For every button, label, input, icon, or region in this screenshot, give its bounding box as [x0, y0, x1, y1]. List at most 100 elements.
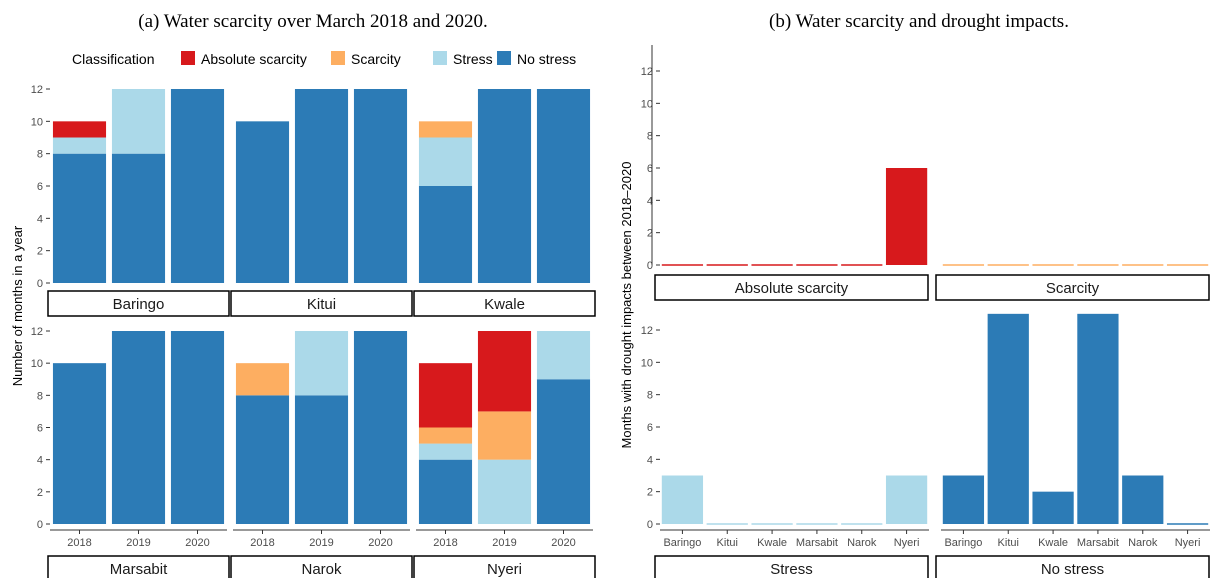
- x-tick-label: 2019: [309, 537, 333, 549]
- bar-kwale-2018-no-stress: [418, 186, 473, 283]
- bar-narok-2018-scarcity: [235, 363, 290, 396]
- chart-a: Number of months in a year 0 2 4 6 8 10 12 Barin…: [10, 84, 596, 578]
- bar-absolute-scarcity-nyeri: [885, 168, 928, 265]
- facet-strip: [935, 274, 1210, 301]
- facet-label: No stress: [1041, 561, 1104, 578]
- facet-label: Absolute scarcity: [735, 280, 849, 297]
- y-tick-label: 10: [31, 116, 43, 128]
- x-tick-label: 2018: [433, 537, 457, 549]
- facet-label: Narok: [301, 561, 342, 578]
- facet-strip: [935, 555, 1210, 578]
- y-tick-label: 12: [641, 325, 653, 337]
- y-tick-label: 2: [37, 487, 43, 499]
- bar-stress-nyeri: [885, 475, 928, 524]
- y-tick-label: 12: [31, 326, 43, 338]
- y-tick-label: 6: [647, 422, 653, 434]
- bar-narok-2020-no-stress: [353, 331, 408, 524]
- x-tick-label: 2018: [250, 537, 274, 549]
- bar-no-stress-narok: [1122, 475, 1164, 524]
- facet-strip: [413, 555, 596, 578]
- bar-nyeri-2019-stress: [477, 459, 532, 524]
- caption-a: (a) Water scarcity over March 2018 and 2…: [138, 11, 488, 32]
- y-tick-label: 8: [647, 390, 653, 402]
- x-tick-label: 2020: [551, 537, 575, 549]
- facet-strip: [47, 290, 230, 317]
- bar-nyeri-2018-stress: [418, 443, 473, 460]
- y-tick-label: 10: [31, 358, 43, 370]
- y-tick-label: 0: [37, 519, 43, 531]
- x-tick-label: Nyeri: [894, 537, 920, 549]
- legend-key-0: [181, 51, 195, 65]
- bar-marsabit-2018-no-stress: [52, 363, 107, 524]
- facet-label: Scarcity: [1046, 280, 1100, 297]
- x-tick-label: Kwale: [757, 537, 787, 549]
- y-tick-label: 8: [37, 149, 43, 161]
- legend: Classification Absolute scarcity Scarcity S…: [72, 51, 576, 67]
- y-tick-label: 8: [647, 131, 653, 143]
- facet-strip: [230, 555, 413, 578]
- y-tick-label: 12: [641, 66, 653, 78]
- y-axis-label-b: Months with drought impacts between 2018…: [619, 162, 634, 449]
- bar-baringo-2019-no-stress: [111, 153, 166, 283]
- bar-nyeri-2020-no-stress: [536, 379, 591, 524]
- y-tick-label: 6: [37, 423, 43, 435]
- facet-label: Baringo: [113, 296, 165, 313]
- x-tick-label: Marsabit: [1077, 537, 1119, 549]
- x-tick-label: Kitui: [998, 537, 1019, 549]
- bar-nyeri-2019-scarcity: [477, 411, 532, 460]
- bar-baringo-2020-no-stress: [170, 89, 225, 283]
- facet-label: Stress: [770, 561, 813, 578]
- bar-baringo-2019-stress: [111, 89, 166, 154]
- y-tick-label: 2: [37, 246, 43, 258]
- y-tick-label: 6: [647, 163, 653, 175]
- x-tick-label: Marsabit: [796, 537, 838, 549]
- legend-label-3: No stress: [517, 51, 576, 67]
- y-tick-label: 4: [647, 454, 653, 466]
- bar-narok-2018-no-stress: [235, 395, 290, 524]
- bar-marsabit-2019-no-stress: [111, 331, 166, 524]
- facet-strip: [654, 555, 929, 578]
- x-tick-label: 2019: [126, 537, 150, 549]
- y-tick-label: 2: [647, 228, 653, 240]
- y-tick-label: 2: [647, 487, 653, 499]
- facet-label: Kitui: [307, 296, 336, 313]
- bar-no-stress-kitui: [987, 313, 1029, 524]
- y-tick-label: 8: [37, 390, 43, 402]
- bar-nyeri-2018-no-stress: [418, 459, 473, 524]
- x-tick-label: Baringo: [663, 537, 701, 549]
- x-tick-label: 2020: [185, 537, 209, 549]
- chart-b: Months with drought impacts between 2018…: [619, 45, 1210, 578]
- bar-baringo-2018-no-stress: [52, 153, 107, 283]
- bar-no-stress-marsabit: [1077, 313, 1119, 524]
- x-tick-label: Kitui: [717, 537, 738, 549]
- legend-label-0: Absolute scarcity: [201, 51, 307, 67]
- facet-label: Kwale: [484, 296, 525, 313]
- bar-no-stress-baringo: [942, 475, 985, 524]
- bar-kwale-2018-scarcity: [418, 121, 473, 138]
- facet-strip: [47, 555, 230, 578]
- y-tick-label: 10: [641, 98, 653, 110]
- x-tick-label: Narok: [1128, 537, 1158, 549]
- bar-no-stress-kwale: [1032, 491, 1074, 524]
- y-tick-label: 4: [647, 195, 653, 207]
- x-tick-label: Nyeri: [1175, 537, 1201, 549]
- x-tick-label: Baringo: [944, 537, 982, 549]
- y-tick-label: 10: [641, 357, 653, 369]
- bar-baringo-2018-stress: [52, 137, 107, 154]
- facet-strip: [654, 274, 929, 301]
- legend-label-1: Scarcity: [351, 51, 401, 67]
- y-tick-label: 4: [37, 213, 43, 225]
- facet-label: Nyeri: [487, 561, 522, 578]
- bar-marsabit-2020-no-stress: [170, 331, 225, 524]
- y-axis-label-a: Number of months in a year: [10, 225, 25, 386]
- y-tick-label: 12: [31, 84, 43, 96]
- legend-key-2: [433, 51, 447, 65]
- y-tick-label: 4: [37, 455, 43, 467]
- x-tick-label: 2018: [67, 537, 91, 549]
- legend-title: Classification: [72, 51, 154, 67]
- facet-label: Marsabit: [110, 561, 168, 578]
- bar-kwale-2018-stress: [418, 137, 473, 186]
- x-tick-label: Narok: [847, 537, 877, 549]
- bar-kitui-2018-no-stress: [235, 121, 290, 283]
